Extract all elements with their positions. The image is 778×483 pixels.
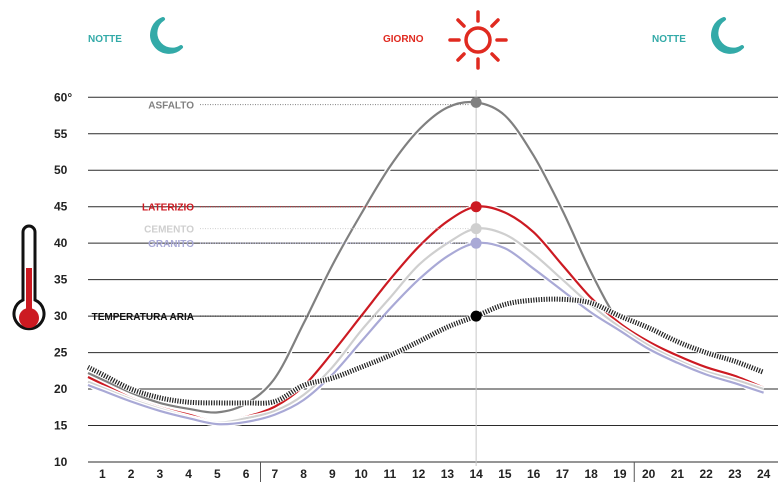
y-tick-label: 15 (54, 419, 68, 433)
x-tick-label: 2 (128, 467, 135, 481)
x-tick-label: 11 (384, 467, 397, 481)
peak-markers (470, 96, 482, 322)
x-tick-label: 22 (699, 467, 713, 481)
x-tick-label: 6 (243, 467, 250, 481)
x-tick-label: 13 (441, 467, 455, 481)
x-tick-label: 15 (498, 467, 512, 481)
x-tick-label: 10 (354, 467, 368, 481)
x-tick-label: 4 (185, 467, 192, 481)
night-label-right: NOTTE (652, 34, 686, 45)
x-tick-label: 20 (642, 467, 656, 481)
x-tick-label: 7 (272, 467, 279, 481)
series-label-temperatura-aria: TEMPERATURA ARIA (92, 312, 194, 323)
y-tick-label: 55 (54, 127, 68, 141)
series-line-temperatura-aria (86, 296, 765, 406)
series-line-cemento (87, 227, 764, 424)
night-day-dividers (260, 90, 635, 482)
x-tick-label: 8 (300, 467, 307, 481)
series-label-laterizio: LATERIZIO (142, 203, 194, 214)
peak-marker-cemento (470, 223, 482, 235)
series-labels: ASFALTO LATERIZIO CEMENTO GRANITO TEMPERATUR… (92, 101, 471, 323)
peak-marker-temperatura-aria (470, 310, 482, 322)
moon-icon (150, 17, 183, 54)
y-tick-label: 25 (54, 346, 68, 360)
x-tick-label: 17 (556, 467, 570, 481)
x-axis: 1 2 3 4 5 6 7 8 9 10 11 12 13 14 15 16 17 18 19 20 21 22 23 24 (99, 467, 771, 481)
moon-icon (711, 17, 744, 54)
series-label-granito: GRANITO (148, 239, 194, 250)
x-tick-label: 16 (527, 467, 541, 481)
series-layer (86, 99, 765, 427)
x-tick-label: 21 (671, 467, 685, 481)
x-tick-label: 1 (99, 467, 106, 481)
x-tick-label: 12 (412, 467, 426, 481)
night-label-left: NOTTE (88, 34, 122, 45)
sun-icon (448, 10, 508, 70)
x-tick-label: 3 (157, 467, 164, 481)
day-label: GIORNO (383, 34, 424, 45)
thermometer-icon (12, 224, 46, 331)
peak-marker-granito (470, 237, 482, 249)
y-tick-label: 30 (54, 309, 68, 323)
x-tick-label: 24 (757, 467, 771, 481)
y-tick-label: 20 (54, 382, 68, 396)
x-tick-label: 14 (469, 467, 483, 481)
y-axis: 10 15 20 25 30 35 40 45 50 55 60° (54, 90, 72, 469)
peak-marker-laterizio (470, 201, 482, 213)
peak-marker-asfalto (470, 96, 482, 108)
series-line-granito (87, 241, 764, 426)
x-tick-label: 5 (214, 467, 221, 481)
series-label-asfalto: ASFALTO (148, 101, 194, 112)
chart-header: NOTTE GIORNO NOTTE (88, 10, 744, 70)
x-tick-label: 19 (613, 467, 627, 481)
y-tick-label: 50 (54, 163, 68, 177)
y-tick-label: 60° (54, 90, 72, 104)
series-label-cemento: CEMENTO (144, 225, 194, 236)
y-tick-label: 35 (54, 273, 68, 287)
y-tick-label: 40 (54, 236, 68, 250)
x-tick-label: 9 (329, 467, 336, 481)
y-tick-label: 45 (54, 200, 68, 214)
x-tick-label: 18 (584, 467, 598, 481)
y-tick-label: 10 (54, 455, 68, 469)
x-tick-label: 23 (728, 467, 742, 481)
